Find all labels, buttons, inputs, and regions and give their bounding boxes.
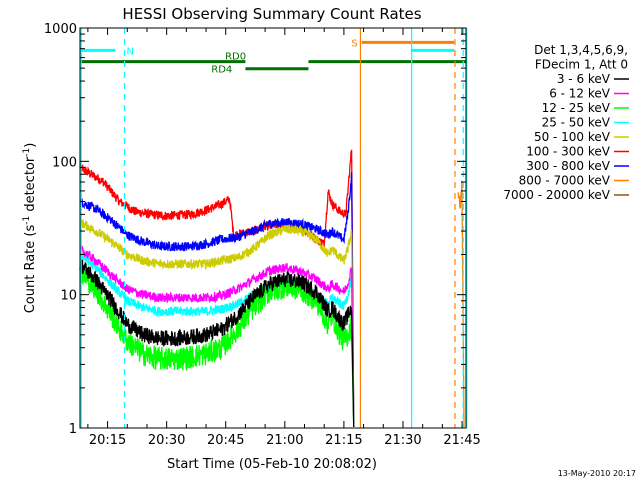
series-line-100-300-kev: [79, 149, 355, 428]
x-axis-ticks: 20:15 20:30 20:45 21:00 21:15 21:30 21:45: [87, 28, 481, 448]
y-axis-ticks: 1 10 100 1000: [44, 22, 466, 437]
x-tick-label: 20:30: [148, 433, 185, 448]
x-tick-label: 21:45: [443, 433, 480, 448]
x-tick-label: 21:00: [266, 433, 303, 448]
legend-label-800-7000-kev: 800 - 7000 keV: [519, 174, 611, 188]
footer-timestamp: 13-May-2010 20:17: [558, 469, 636, 478]
x-tick-label: 21:30: [384, 433, 421, 448]
legend-header-line: FDecim 1, Att 0: [535, 58, 628, 72]
legend-label-300-800-kev: 300 - 800 keV: [526, 159, 610, 173]
data-series: [79, 149, 465, 428]
legend-label-6-12-kev: 6 - 12 keV: [549, 87, 611, 101]
legend-label-3-6-kev: 3 - 6 keV: [557, 72, 611, 86]
x-tick-label: 20:45: [207, 433, 244, 448]
legend: Det 1,3,4,5,6,9,FDecim 1, Att 03 - 6 keV…: [503, 43, 629, 202]
series-line-3-6-kev: [79, 258, 355, 428]
flag-label-rd4: RD4: [211, 65, 232, 76]
x-tick-label: 20:15: [89, 433, 126, 448]
series-line-800-7000-kev: [457, 180, 465, 428]
flag-label-n: N: [126, 46, 133, 57]
legend-label-25-50-kev: 25 - 50 keV: [542, 116, 611, 130]
x-axis-label: Start Time (05-Feb-10 20:08:02): [167, 457, 377, 472]
flag-label-s: S: [351, 38, 357, 49]
series-line-50-100-kev: [79, 218, 355, 428]
y-tick-label: 10: [60, 289, 77, 304]
legend-label-100-300-kev: 100 - 300 keV: [526, 145, 610, 159]
legend-header-line: Det 1,3,4,5,6,9,: [534, 43, 628, 57]
y-tick-label: 1: [69, 422, 77, 437]
y-tick-label: 1000: [44, 22, 77, 37]
event-lines: [80, 28, 468, 428]
observing-flags: N S RD0 RD4: [80, 38, 466, 76]
chart-title: HESSI Observing Summary Count Rates: [122, 5, 421, 23]
legend-label-50-100-kev: 50 - 100 keV: [534, 130, 611, 144]
series-line-300-800-kev: [79, 172, 355, 428]
series-line-12-25-kev: [79, 264, 355, 428]
plot-frame: [79, 27, 467, 429]
flag-label-rd0: RD0: [225, 52, 246, 63]
series-line-6-12-kev: [79, 245, 355, 428]
legend-label-7000-20000-kev: 7000 - 20000 keV: [503, 188, 610, 202]
legend-label-12-25-kev: 12 - 25 keV: [542, 101, 611, 115]
x-tick-label: 21:15: [325, 433, 362, 448]
y-axis-label: Count Rate (s-1 detector-1): [22, 143, 38, 314]
y-tick-label: 100: [52, 155, 77, 170]
